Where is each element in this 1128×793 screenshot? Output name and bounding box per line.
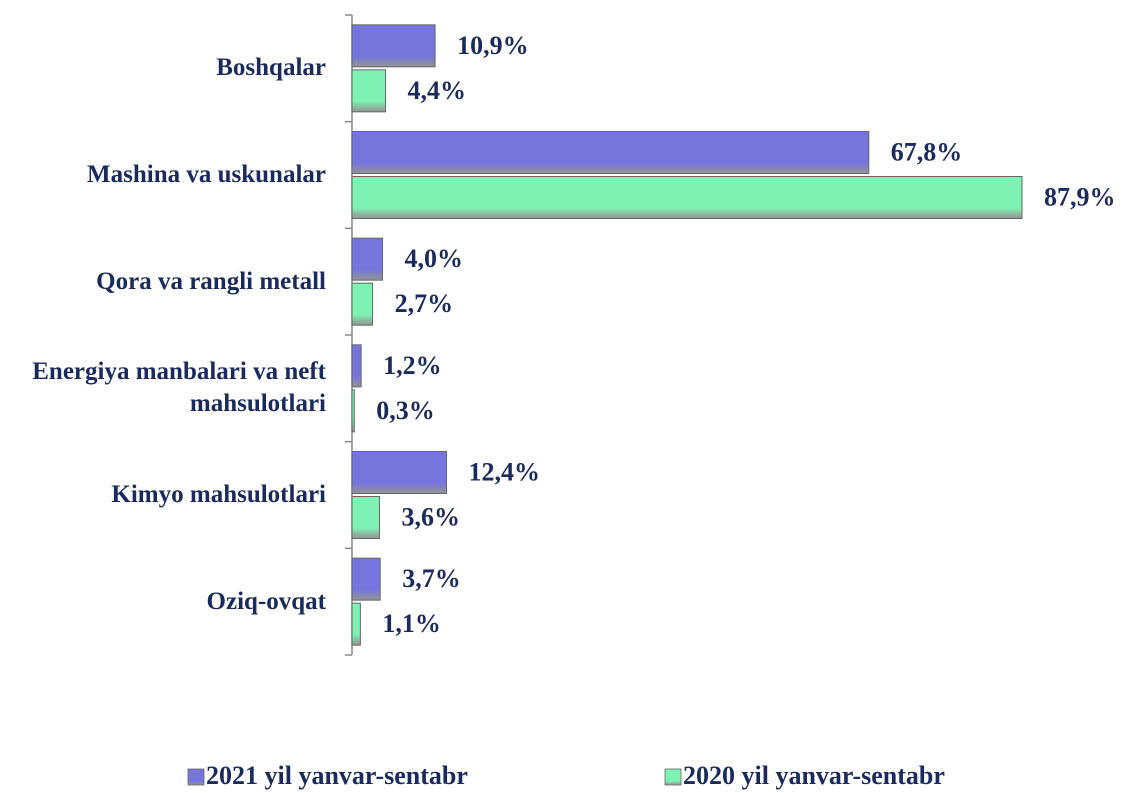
legend-label: 2021 yil yanvar-sentabr — [206, 761, 468, 790]
data-label: 4,0% — [404, 244, 463, 273]
bar — [351, 496, 380, 539]
data-label: 10,9% — [457, 31, 528, 60]
bar — [351, 24, 436, 68]
data-label: 1,1% — [382, 609, 441, 638]
category-label: Qora va rangli metall — [96, 267, 326, 295]
bar — [351, 389, 355, 433]
bar — [351, 131, 870, 174]
data-label: 2,7% — [395, 289, 454, 318]
data-label: 87,9% — [1044, 182, 1116, 211]
bar — [351, 176, 1023, 219]
data-label: 67,8% — [891, 137, 963, 166]
bar — [351, 602, 361, 646]
bar — [351, 557, 381, 601]
bar — [351, 69, 387, 113]
category-label: Boshqalar — [216, 54, 326, 82]
data-label: 4,4% — [408, 76, 467, 105]
data-label: 1,2% — [383, 351, 442, 380]
category-label: Energiya manbalari va neft mahsulotlari — [32, 358, 326, 418]
data-label: 0,3% — [376, 396, 435, 425]
data-label: 3,7% — [402, 564, 461, 593]
legend-swatch — [187, 768, 205, 786]
data-label: 3,6% — [401, 502, 460, 531]
category-label: Mashina va uskunalar — [87, 161, 326, 188]
data-label: 12,4% — [469, 457, 540, 486]
bar — [351, 344, 362, 388]
category-label: Oziq-ovqat — [206, 587, 326, 615]
category-label: Kimyo mahsulotlari — [111, 481, 326, 508]
legend-label: 2020 yil yanvar-sentabr — [683, 761, 945, 790]
bar — [351, 237, 383, 281]
bar — [351, 451, 448, 494]
legend-swatch — [664, 768, 682, 786]
bar — [351, 282, 374, 326]
